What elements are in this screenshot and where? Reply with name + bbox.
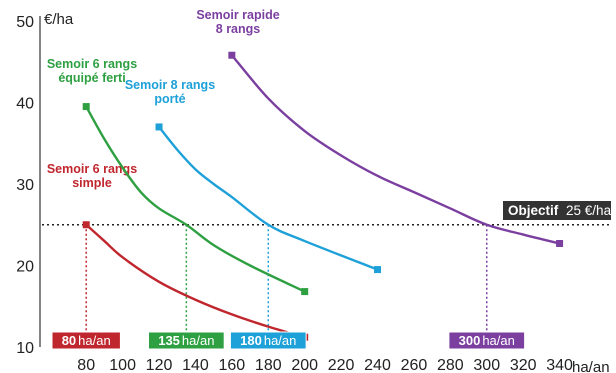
crossing-badge-value: 135 bbox=[158, 333, 180, 348]
x-tick-label: 180 bbox=[255, 357, 282, 373]
series-label: Semoir 6 rangs équipé ferti bbox=[47, 57, 137, 85]
crossing-badge-value: 300 bbox=[459, 333, 481, 348]
series-line bbox=[85, 223, 306, 339]
x-tick-label: 140 bbox=[182, 357, 209, 373]
series-label-line: Semoir 6 rangs bbox=[47, 162, 137, 176]
x-tick-label: 80 bbox=[77, 357, 95, 373]
series-label-line: Semoir 6 rangs bbox=[47, 57, 137, 71]
y-tick-labels: 10 20 30 40 50 bbox=[16, 14, 34, 357]
series-label-line: équipé ferti bbox=[58, 71, 125, 85]
series-line bbox=[158, 126, 378, 271]
series-end-marker bbox=[155, 123, 163, 131]
series-end-marker bbox=[82, 103, 90, 111]
x-tick-label: 220 bbox=[328, 357, 355, 373]
crossing-badge-unit: ha/an bbox=[182, 333, 215, 348]
crossing-guides bbox=[85, 224, 488, 336]
crossing-badge-unit: ha/an bbox=[264, 333, 297, 348]
series-line bbox=[230, 54, 560, 245]
y-axis-unit: €/ha bbox=[44, 11, 74, 28]
crossing-badge-unit: ha/an bbox=[78, 333, 111, 348]
series-label: Semoir 8 rangs porté bbox=[125, 78, 215, 106]
x-tick-label: 160 bbox=[219, 357, 246, 373]
series-end-marker bbox=[301, 288, 309, 296]
y-tick-label: 10 bbox=[16, 340, 34, 357]
y-tick-label: 50 bbox=[16, 14, 34, 31]
crossing-badge bbox=[229, 331, 307, 350]
crossing-badge-value: 80 bbox=[62, 333, 76, 348]
series-label-line: simple bbox=[72, 176, 112, 190]
x-tick-label: 240 bbox=[364, 357, 391, 373]
objective-label-bold: Objectif bbox=[508, 203, 559, 218]
x-tick-label: 320 bbox=[510, 357, 537, 373]
objective-label-box bbox=[503, 201, 611, 220]
series-end-marker bbox=[228, 51, 236, 59]
crossing-badge-label: 135 ha/an bbox=[158, 333, 214, 348]
series-label: Semoir rapide 8 rangs bbox=[196, 8, 279, 36]
x-tick-label: 280 bbox=[437, 357, 464, 373]
series-line bbox=[85, 105, 306, 293]
objective-label: Objectif 25 €/ha bbox=[508, 203, 612, 218]
crossing-badge-label: 80 ha/an bbox=[62, 333, 111, 348]
y-tick-label: 40 bbox=[16, 96, 34, 113]
y-tick-label: 30 bbox=[16, 177, 34, 194]
crossing-badge bbox=[448, 331, 526, 350]
x-tick-label: 100 bbox=[109, 357, 136, 373]
x-tick-label: 120 bbox=[146, 357, 173, 373]
crossing-badge bbox=[147, 331, 225, 350]
crossing-badge-value: 180 bbox=[240, 333, 262, 348]
x-tick-label: 340 bbox=[546, 357, 573, 373]
y-tick-label: 20 bbox=[16, 259, 34, 276]
x-tick-label: 300 bbox=[473, 357, 500, 373]
objective-label-group: Objectif 25 €/ha bbox=[503, 201, 612, 220]
series-end-marker bbox=[556, 239, 564, 247]
series-label: Semoir 6 rangs simple bbox=[47, 162, 137, 190]
series-label-line: Semoir 8 rangs bbox=[125, 78, 215, 92]
crossing-badge-label: 300 ha/an bbox=[459, 333, 515, 348]
x-tick-label: 200 bbox=[291, 357, 318, 373]
series-label-line: Semoir rapide bbox=[196, 8, 279, 22]
crossing-badge bbox=[51, 331, 121, 350]
x-tick-label: 260 bbox=[401, 357, 428, 373]
x-tick-labels: 80 100 120 140 160 180 200 220 240 260 280 300 320 34… bbox=[77, 357, 573, 373]
crossing-badge-label: 180 ha/an bbox=[240, 333, 296, 348]
objective-label-value: 25 €/ha bbox=[566, 203, 612, 218]
series-label-line: porté bbox=[154, 92, 185, 106]
crossing-badge-unit: ha/an bbox=[482, 333, 515, 348]
series-end-marker bbox=[374, 266, 382, 274]
crossing-badges: 80 ha/an 135 ha/an 180 ha/an 300 ha/an bbox=[51, 331, 526, 350]
x-axis-unit: ha/an bbox=[572, 359, 610, 373]
series-label-line: 8 rangs bbox=[216, 22, 261, 36]
series-end-marker bbox=[82, 221, 90, 229]
